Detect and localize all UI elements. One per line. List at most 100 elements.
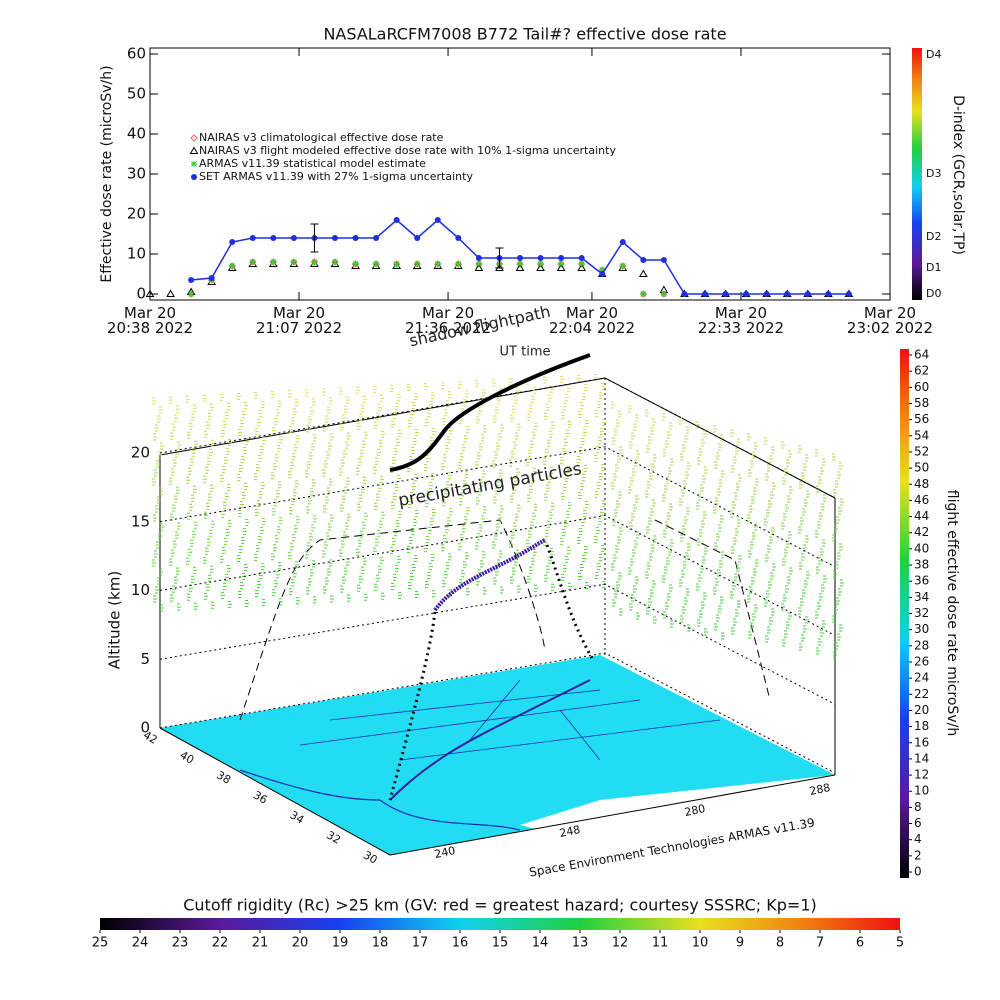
particle-glyph [312,479,316,487]
particle-glyph [584,384,588,391]
data-point [290,235,297,241]
colorbar-tick-label: 30 [914,622,929,636]
particle-glyph [804,499,808,507]
particle-glyph [735,447,739,455]
particle-glyph [696,502,700,510]
particle-glyph [278,481,282,489]
particle-glyph [747,433,751,441]
particle-glyph [296,516,300,524]
particle-glyph [289,588,293,596]
particle-glyph [396,438,400,446]
particle-glyph [670,620,674,628]
particle-glyph [322,388,326,396]
particle-glyph [322,550,326,558]
particle-glyph [458,381,462,389]
particle-glyph [398,591,402,599]
z-tick-label: 15 [131,512,150,530]
particle-glyph [714,461,718,469]
lat-tick-label: 32 [324,828,343,846]
particle-glyph [375,457,379,465]
particle-glyph [682,606,686,614]
particle-glyph [191,494,195,502]
particle-glyph [837,471,841,479]
particle-glyph [684,597,688,605]
colorbar-tick-label: D3 [926,167,941,180]
particle-glyph [697,457,701,465]
particle-glyph [175,531,179,539]
particle-glyph [766,590,770,598]
particle-glyph [160,442,164,450]
particle-glyph [483,425,487,433]
particle-glyph [687,543,691,551]
particle-glyph [614,590,618,598]
data-point [577,263,587,271]
particle-glyph [499,469,503,477]
particle-glyph [663,449,667,457]
colorbar-tick-label: 14 [914,751,929,765]
particle-glyph [755,478,759,486]
particle-glyph [721,551,725,559]
particle-glyph [426,536,430,544]
particle-glyph [767,545,771,553]
particle-glyph [326,532,330,540]
particle-glyph [683,561,687,569]
z-grid-line [159,514,836,636]
particle-glyph [613,473,617,481]
particle-glyph [764,437,768,445]
particle-glyph [764,599,768,607]
particle-glyph [832,615,836,623]
particle-glyph [394,528,398,536]
particle-glyph [595,410,599,418]
particle-glyph [313,596,317,604]
particle-glyph [475,380,479,388]
particle-glyph [534,503,538,511]
particle-glyph [380,394,384,402]
particle-glyph [390,546,394,554]
particle-glyph [393,573,397,581]
colorbar-tick-label: 28 [914,638,929,652]
particle-glyph [204,511,208,519]
colorbar-tick-label: 20 [914,703,929,717]
particle-glyph [577,375,581,382]
particle-glyph [493,415,497,423]
particle-glyph [431,473,435,481]
particle-glyph [787,495,791,503]
lat-tick-label: 38 [214,768,233,786]
particle-glyph [255,428,259,436]
particle-glyph [415,591,419,598]
particle-glyph [448,472,452,480]
particle-glyph [665,521,669,529]
particle-glyph [804,580,808,588]
particle-glyph [600,428,604,436]
particle-glyph [680,534,684,542]
particle-glyph [364,593,368,601]
particle-glyph [564,438,568,446]
particle-glyph [446,562,450,570]
z-tick-label: 20 [131,444,150,462]
colorbar-tick-label: 56 [914,412,929,426]
lat-axis [159,727,391,856]
particle-glyph [565,393,569,401]
particle-glyph [749,505,753,513]
particle-glyph [238,591,242,598]
particle-glyph [306,587,310,595]
legend-label: NAIRAS v3 flight modeled effective dose … [199,144,616,157]
particle-glyph [668,548,672,556]
particle-glyph [192,449,196,457]
particle-glyph [225,573,229,581]
particle-glyph [665,440,669,448]
particle-glyph [291,579,295,587]
particle-glyph [292,534,296,542]
particle-glyph [801,472,805,480]
particle-glyph [479,524,483,532]
particle-glyph [701,439,705,447]
particle-glyph [396,519,400,527]
particle-glyph [274,418,278,426]
particle-glyph [176,486,180,494]
particle-glyph [733,618,737,626]
particle-glyph [601,464,605,472]
particle-glyph [512,567,516,575]
particle-glyph [833,570,837,578]
particle-glyph [429,482,433,490]
particle-glyph [204,592,208,600]
